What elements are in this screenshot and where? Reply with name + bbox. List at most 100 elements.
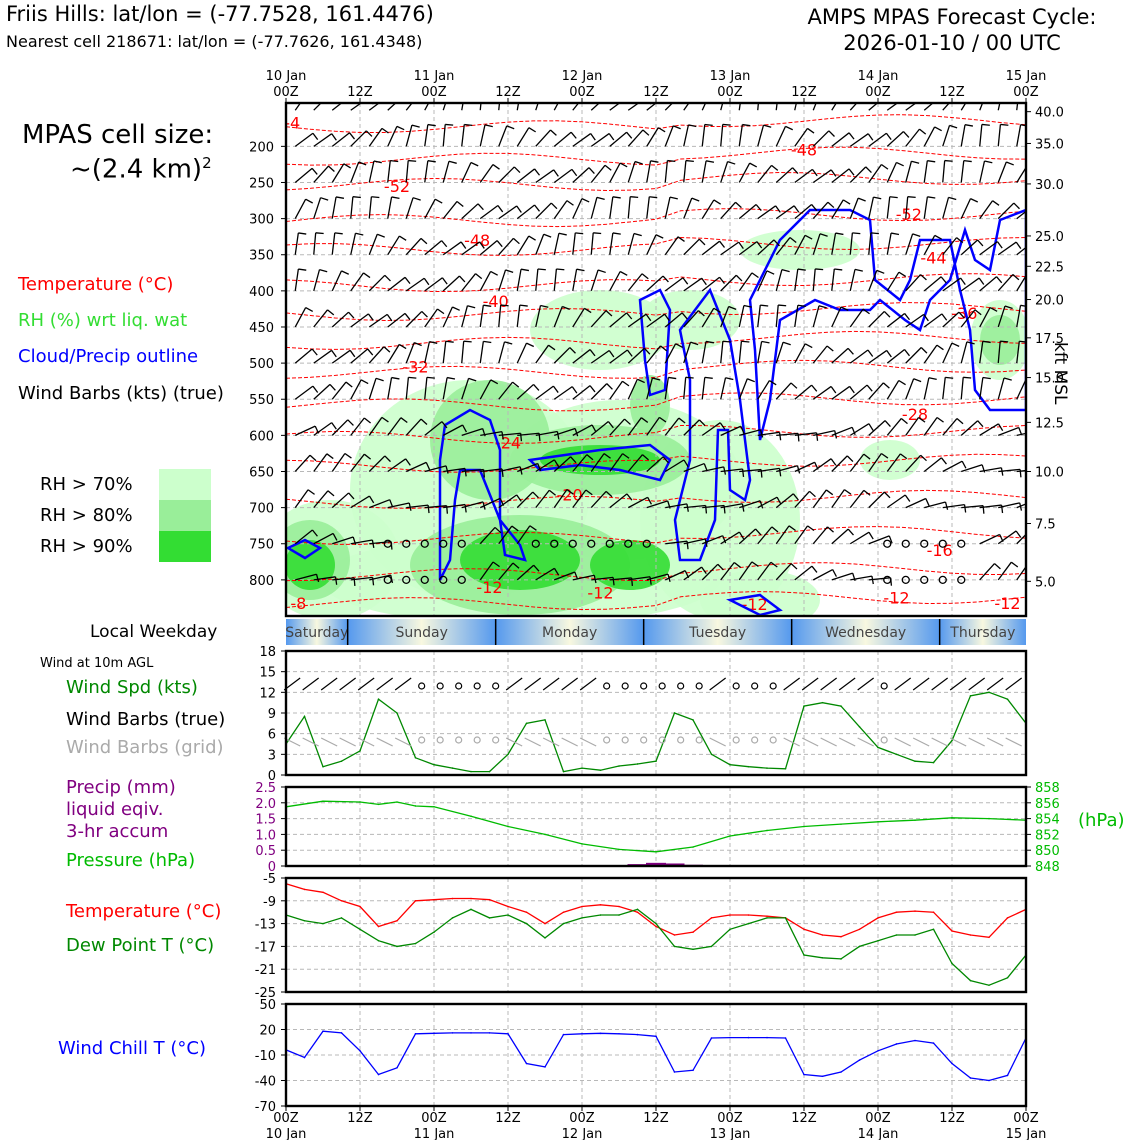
wind-barb-shaft xyxy=(442,306,453,328)
wind-barb-shaft xyxy=(1016,166,1026,183)
wind-barb-shaft xyxy=(757,496,778,509)
wind-chill-line-point xyxy=(396,1066,398,1069)
wind-barb-flag xyxy=(770,561,778,568)
wind-barb-flag xyxy=(973,91,980,95)
nearest-cell-subtitle: Nearest cell 218671: lat/lon = (-77.7626… xyxy=(6,32,423,51)
temperature-line-point xyxy=(562,911,565,913)
wind-barb-flag xyxy=(450,89,458,91)
wind-barb-flag xyxy=(827,201,835,209)
wind-barb-shaft xyxy=(516,127,530,147)
wind-barb-shaft xyxy=(535,567,555,581)
kft-tick-label: 30.0 xyxy=(1035,178,1064,193)
wind-barb-shaft xyxy=(387,235,400,256)
wind-barb-flag xyxy=(566,489,574,495)
wind-barb-flag xyxy=(828,130,835,137)
wind-barb-shaft xyxy=(609,380,623,400)
wind-barb-shaft xyxy=(905,233,914,255)
temperature-line-point xyxy=(932,911,935,913)
wind-barb-shaft xyxy=(720,274,737,292)
wind-barb-shaft xyxy=(757,205,777,220)
wind-barb-shaft xyxy=(442,275,460,292)
wind-barb-shaft xyxy=(387,196,393,219)
wind-barb-shaft xyxy=(1016,469,1026,473)
wind-barb-true xyxy=(1005,677,1023,691)
pressure-line-point xyxy=(507,825,509,828)
wind-barb-shaft xyxy=(553,233,560,255)
wind-barb-shaft xyxy=(646,313,666,328)
dewpoint-line-point xyxy=(729,928,731,931)
cell-size-value-text: ~(2.4 km) xyxy=(70,154,203,185)
wind-barb-flag xyxy=(320,197,329,201)
wind-barb-flag xyxy=(989,306,998,312)
wind-chill-line-point xyxy=(359,1049,361,1052)
wind-chill-line-point xyxy=(821,1075,824,1078)
wind-barb-flag xyxy=(920,347,928,354)
wind-barb-flag xyxy=(792,493,799,501)
wind-barb-flag xyxy=(944,159,953,162)
wind-barb-shaft xyxy=(979,103,984,111)
wind-barb-flag xyxy=(427,505,430,514)
temperature-line-point xyxy=(729,914,731,916)
dewpoint-line-point xyxy=(414,942,417,945)
wind-barb-shaft xyxy=(313,197,322,219)
wind-barb-shaft xyxy=(405,160,409,183)
wind-speed-line-point xyxy=(673,712,676,714)
wind-barb-shaft xyxy=(295,573,317,581)
pressure-tick-label: 854 xyxy=(1035,813,1060,828)
temperature-contour-label: -12 xyxy=(587,584,613,603)
pressure-line-point xyxy=(803,825,805,828)
wind-barb-shaft xyxy=(868,535,890,545)
wind-barb-shaft xyxy=(313,165,329,183)
legend-rh90-label: RH > 90% xyxy=(40,536,133,557)
legend-temperature: Temperature (°C) xyxy=(18,274,174,295)
wind-barb-shaft xyxy=(998,426,1020,436)
wind-barb-shaft xyxy=(479,240,498,256)
calm-wind-marker xyxy=(492,682,500,690)
wind-barb-shaft xyxy=(886,349,905,364)
rh-blob xyxy=(630,375,670,435)
rh-blob xyxy=(286,540,335,590)
wind-barb-shaft xyxy=(350,417,365,436)
wind-barb-shaft xyxy=(590,349,610,364)
wind-barb-flag xyxy=(331,422,337,430)
wind-barb-flag xyxy=(589,385,596,393)
calm-wind-marker-grid xyxy=(658,736,666,744)
wind-barb-grid xyxy=(505,737,523,747)
pressure-line-point xyxy=(433,805,435,808)
wind-barb-flag xyxy=(742,88,750,89)
wind-barb-shaft xyxy=(886,453,901,472)
wind-speed-tick-label: 15 xyxy=(259,666,276,681)
wind-barb-shaft xyxy=(646,196,650,219)
legend-wind-speed: Wind Spd (kts) xyxy=(66,677,198,698)
wind-barb-flag xyxy=(996,276,1003,284)
wind-barb-flag xyxy=(571,386,578,394)
wind-barb-shaft xyxy=(979,341,984,364)
wind-barb-shaft xyxy=(313,133,333,147)
wind-barb-flag xyxy=(483,340,492,344)
wind-barb-flag xyxy=(1037,500,1040,507)
wind-barb-flag xyxy=(713,199,722,205)
calm-wind-marker xyxy=(938,539,947,548)
weekday-band xyxy=(347,619,496,645)
wind-barb-shaft xyxy=(553,103,559,111)
calm-wind-marker xyxy=(957,539,966,548)
wind-barb-shaft xyxy=(535,169,555,184)
wind-barb-shaft xyxy=(294,167,313,183)
wind-barb-grid xyxy=(968,737,985,747)
calm-wind-marker xyxy=(901,539,910,548)
wind-barb-flag xyxy=(332,533,338,541)
wind-barb-flag xyxy=(446,376,456,380)
dewpoint-line-point xyxy=(433,931,435,933)
wind-barb-flag xyxy=(490,270,498,276)
wind-barb-shaft xyxy=(627,313,647,328)
wind-speed-line-point xyxy=(710,753,713,756)
wind-barb-shaft xyxy=(424,341,431,364)
pressure-line-point xyxy=(914,819,916,821)
bottom-hour-label: 12Z xyxy=(495,1111,521,1126)
wind-speed-line-point xyxy=(784,768,787,770)
wind-barb-shaft xyxy=(480,430,503,437)
forecast-cycle-heading: AMPS MPAS Forecast Cycle: xyxy=(807,5,1097,29)
wind-barb-shaft xyxy=(794,103,798,111)
weekday-label: Sunday xyxy=(395,625,447,641)
